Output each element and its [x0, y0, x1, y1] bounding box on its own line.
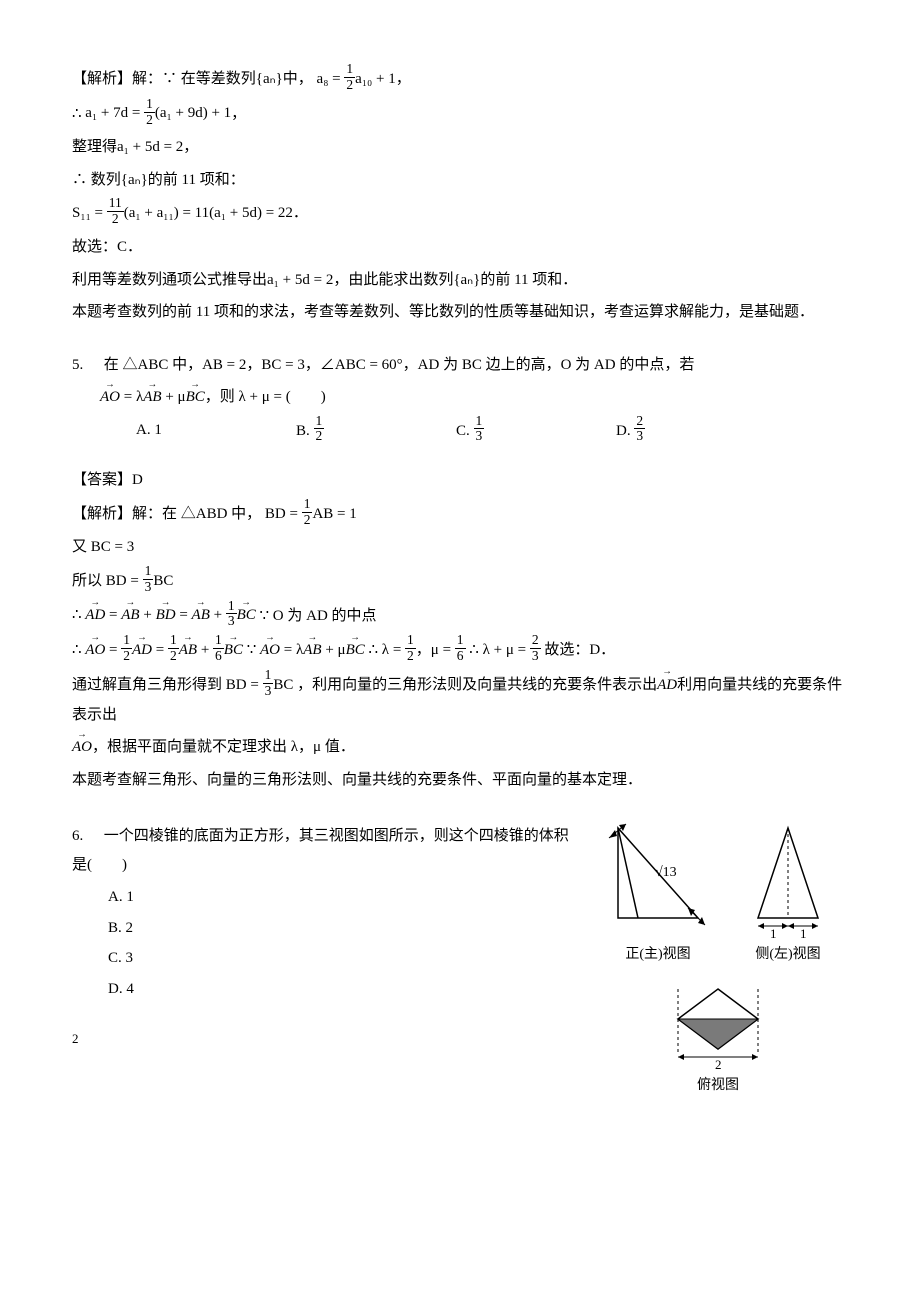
sol4-line3: 整理得a₁ + 5d = 2， [72, 133, 848, 162]
top-view-svg: 2 [663, 979, 773, 1069]
sol5-ans: 【答案】D [72, 466, 848, 495]
dim1b: 1 [800, 926, 807, 938]
math: BD = 13BC [106, 573, 174, 589]
q5-optB: B. 12 [296, 416, 456, 447]
page-number: 2 [72, 1027, 578, 1052]
sol4-line8: 本题考查数列的前 11 项和的求法，考查等差数列、等比数列的性质等基础知识，考查… [72, 298, 848, 327]
text: ，利用向量的三角形法则及向量共线的充要条件表示出 [297, 677, 657, 693]
sol5-l1: 【解析】解：在 △ABD 中， BD = 12AB = 1 [72, 499, 848, 530]
text: 故选：D． [544, 642, 615, 658]
front-view-svg: √13 [603, 818, 713, 938]
math: BD = 12AB = 1 [265, 506, 357, 522]
sol4-line7: 利用等差数列通项公式推导出a₁ + 5d = 2，由此能求出数列{aₙ}的前 1… [72, 266, 848, 295]
question-6: 6. 一个四棱锥的底面为正方形，其三视图如图所示，则这个四棱锥的体积是( ) A… [72, 818, 848, 1099]
sol5-l7: AO，根据平面向量就不定理求出 λ，μ 值． [72, 733, 848, 762]
q6-optA: A. 1 [108, 883, 578, 912]
figure-area: √13 正(主)视图 1 1 侧(左)视图 [588, 818, 848, 1099]
question-5: 5. 在 △ABC 中，AB = 2，BC = 3，∠ABC = 60°，AD … [72, 351, 848, 447]
sol5-l5: ∴ AO = 12AD = 12AB + 16BC ∵ AO = λAB + μ… [72, 635, 848, 666]
math: a₁ + 7d = 12(a₁ + 9d) + 1 [85, 105, 231, 121]
sol4-line6: 故选：C． [72, 233, 848, 262]
sol5-l8: 本题考查解三角形、向量的三角形法则、向量共线的充要条件、平面向量的基本定理． [72, 766, 848, 795]
q6-number: 6. [72, 822, 100, 851]
text: ， [396, 71, 411, 87]
dim1a: 1 [770, 926, 777, 938]
q6-optD: D. 4 [108, 975, 578, 1004]
sol5-l3: 所以 BD = 13BC [72, 566, 848, 597]
q5-stem1: 在 △ABC 中，AB = 2，BC = 3，∠ABC = 60°，AD 为 B… [104, 357, 695, 373]
text: ，根据平面向量就不定理求出 λ，μ 值． [92, 739, 355, 755]
math: ∴ AD = AB + BD = AB + 13BC [72, 607, 256, 623]
math: BD = 13BC [226, 677, 294, 693]
sol4-line1: 【解析】解：∵ 在等差数列{aₙ}中， a₈ = 12a₁₀ + 1， [72, 64, 848, 95]
sol5-l6: 通过解直角三角形得到 BD = 13BC ，利用向量的三角形法则及向量共线的充要… [72, 670, 848, 729]
sqrt13-label: √13 [655, 865, 677, 880]
math: a₁ + 5d = 2 [267, 272, 333, 288]
sol5-l4: ∴ AD = AB + BD = AB + 13BC ∵ O 为 AD 的中点 [72, 601, 848, 632]
text: 通过解直角三角形得到 [72, 677, 222, 693]
text: 【解析】解：∵ 在等差数列{aₙ}中， [72, 71, 313, 87]
text: ∵ O 为 AD 的中点 [260, 607, 377, 623]
top-view-label: 俯视图 [697, 1073, 739, 1100]
sol4-line5: S₁₁ = 112(a₁ + a₁₁) = 11(a₁ + 5d) = 22． [72, 198, 848, 229]
q5-stem2: ，则 λ + μ = ( ) [205, 389, 326, 405]
text: ． [293, 205, 308, 221]
text: 利用等差数列通项公式推导出 [72, 272, 267, 288]
q5-optD: D. 23 [616, 416, 776, 447]
sol4-line2: ∴ a₁ + 7d = 12(a₁ + 9d) + 1， [72, 99, 848, 130]
q5-optC: C. 13 [456, 416, 616, 447]
math-a8: a₈ = 12a₁₀ + 1 [317, 71, 396, 87]
text: ， [231, 105, 246, 121]
text: 【解析】解：在 △ABD 中， [72, 506, 261, 522]
sol4-line4: ∴ 数列{aₙ}的前 11 项和： [72, 166, 848, 195]
sol5-l2: 又 BC = 3 [72, 533, 848, 562]
q5-optA: A. 1 [136, 416, 296, 447]
vec-AD: AD [657, 671, 677, 700]
side-view-label: 侧(左)视图 [755, 942, 820, 969]
text: ，由此能求出数列{aₙ}的前 11 项和． [333, 272, 577, 288]
dim2-label: 2 [715, 1057, 722, 1069]
q6-stem: 一个四棱锥的底面为正方形，其三视图如图所示，则这个四棱锥的体积是( ) [72, 828, 569, 873]
math-vec: AO = λAB + μBC [100, 389, 205, 405]
text: 所以 [72, 573, 102, 589]
vec-AO: AO [72, 733, 92, 762]
side-view-svg: 1 1 [743, 818, 833, 938]
math: S₁₁ = 112(a₁ + a₁₁) = 11(a₁ + 5d) = 22 [72, 205, 293, 221]
text: ∴ [72, 105, 85, 121]
front-view-label: 正(主)视图 [625, 942, 690, 969]
math: ∴ AO = 12AD = 12AB + 16BC ∵ AO = λAB + μ… [72, 642, 541, 658]
q5-number: 5. [72, 351, 100, 380]
q6-optC: C. 3 [108, 944, 578, 973]
q6-optB: B. 2 [108, 914, 578, 943]
q5-options: A. 1 B. 12 C. 13 D. 23 [72, 416, 848, 447]
